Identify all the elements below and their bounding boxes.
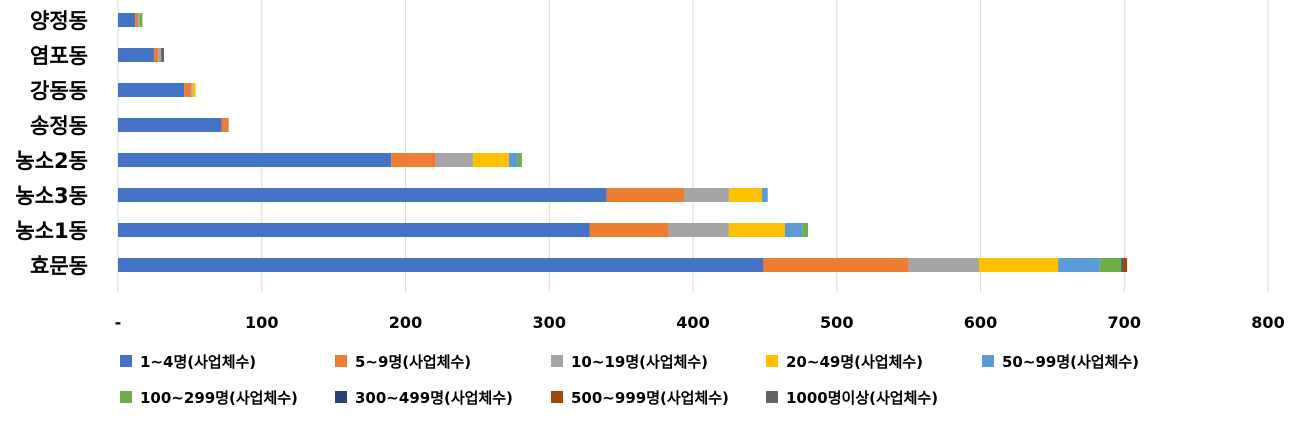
bar-segment [762, 188, 768, 202]
bar-segment [118, 13, 136, 27]
legend-label: 300~499명(사업체수) [355, 389, 513, 407]
legend-swatch [120, 391, 132, 403]
legend-label: 500~999명(사업체수) [571, 389, 729, 407]
x-tick-label: 300 [533, 313, 566, 332]
x-axis-tick-labels: - 100 200 300 400 500 600 700 800 [115, 313, 1285, 332]
bar-segment [435, 153, 474, 167]
legend-label: 1000명이상(사업체수) [786, 389, 938, 407]
bar-segment [221, 118, 229, 132]
category-label: 송정동 [30, 114, 88, 138]
legend-swatch [120, 355, 132, 367]
bar-segment [785, 223, 803, 237]
bar-segment [979, 258, 1059, 272]
bar-segment [118, 118, 222, 132]
legend-label: 50~99명(사업체수) [1002, 353, 1139, 371]
bar-segment [161, 48, 164, 62]
bars [118, 13, 1128, 272]
x-tick-label: 500 [820, 313, 853, 332]
bar-segment [192, 83, 196, 97]
x-tick-label: 700 [1108, 313, 1141, 332]
x-tick-label: 100 [245, 313, 278, 332]
bar-segment [908, 258, 980, 272]
bar-segment [118, 83, 185, 97]
x-tick-label: 800 [1251, 313, 1284, 332]
bar-segment [391, 153, 436, 167]
legend-label: 5~9명(사업체수) [355, 353, 471, 371]
legend-label: 100~299명(사업체수) [140, 389, 298, 407]
bar-segment [1099, 258, 1122, 272]
x-tick-label: 600 [964, 313, 997, 332]
x-tick-label: 400 [676, 313, 709, 332]
legend-swatch [766, 355, 778, 367]
legend-label: 20~49명(사업체수) [786, 353, 923, 371]
category-label: 효문동 [30, 254, 88, 278]
legend-swatch [982, 355, 994, 367]
bar-segment [802, 223, 808, 237]
legend-swatch [551, 355, 563, 367]
legend-label: 10~19명(사업체수) [571, 353, 708, 371]
bar-segment [135, 13, 139, 27]
bar-segment [153, 48, 159, 62]
gridlines [117, 0, 1269, 292]
legend-swatch [551, 391, 563, 403]
bar-segment [473, 153, 509, 167]
bar-segment [509, 153, 518, 167]
category-label: 염포동 [30, 44, 88, 68]
category-label: 농소2동 [15, 149, 88, 173]
legend-swatch [335, 355, 347, 367]
bar-segment [606, 188, 685, 202]
bar-segment [191, 83, 193, 97]
category-label: 농소1동 [15, 219, 88, 243]
bar-segment [763, 258, 909, 272]
x-tick-label: 200 [389, 313, 422, 332]
bar-segment [158, 48, 162, 62]
bar-segment [118, 223, 590, 237]
bar-segment [118, 153, 392, 167]
legend: 1~4명(사업체수) 5~9명(사업체수) 10~19명(사업체수) 20~49명(사… [120, 353, 1139, 407]
legend-label: 1~4명(사업체수) [140, 353, 256, 371]
bar-segment [517, 153, 522, 167]
category-label: 농소3동 [15, 184, 88, 208]
bar-segment [138, 13, 140, 27]
bar-segment [728, 223, 785, 237]
bar-segment [1122, 258, 1128, 272]
bar-segment [118, 188, 607, 202]
bar-segment [118, 258, 764, 272]
category-label: 양정동 [30, 9, 88, 33]
legend-swatch [335, 391, 347, 403]
category-label: 강동동 [30, 79, 88, 103]
bar-segment [184, 83, 192, 97]
bar-segment [139, 13, 143, 27]
x-tick-label: - [115, 313, 122, 332]
bar-segment [1121, 258, 1123, 272]
bar-segment [1058, 258, 1100, 272]
bar-segment [589, 223, 669, 237]
bar-segment [684, 188, 729, 202]
bar-segment [728, 188, 762, 202]
bar-segment [668, 223, 729, 237]
legend-swatch [766, 391, 778, 403]
bar-segment [118, 48, 154, 62]
